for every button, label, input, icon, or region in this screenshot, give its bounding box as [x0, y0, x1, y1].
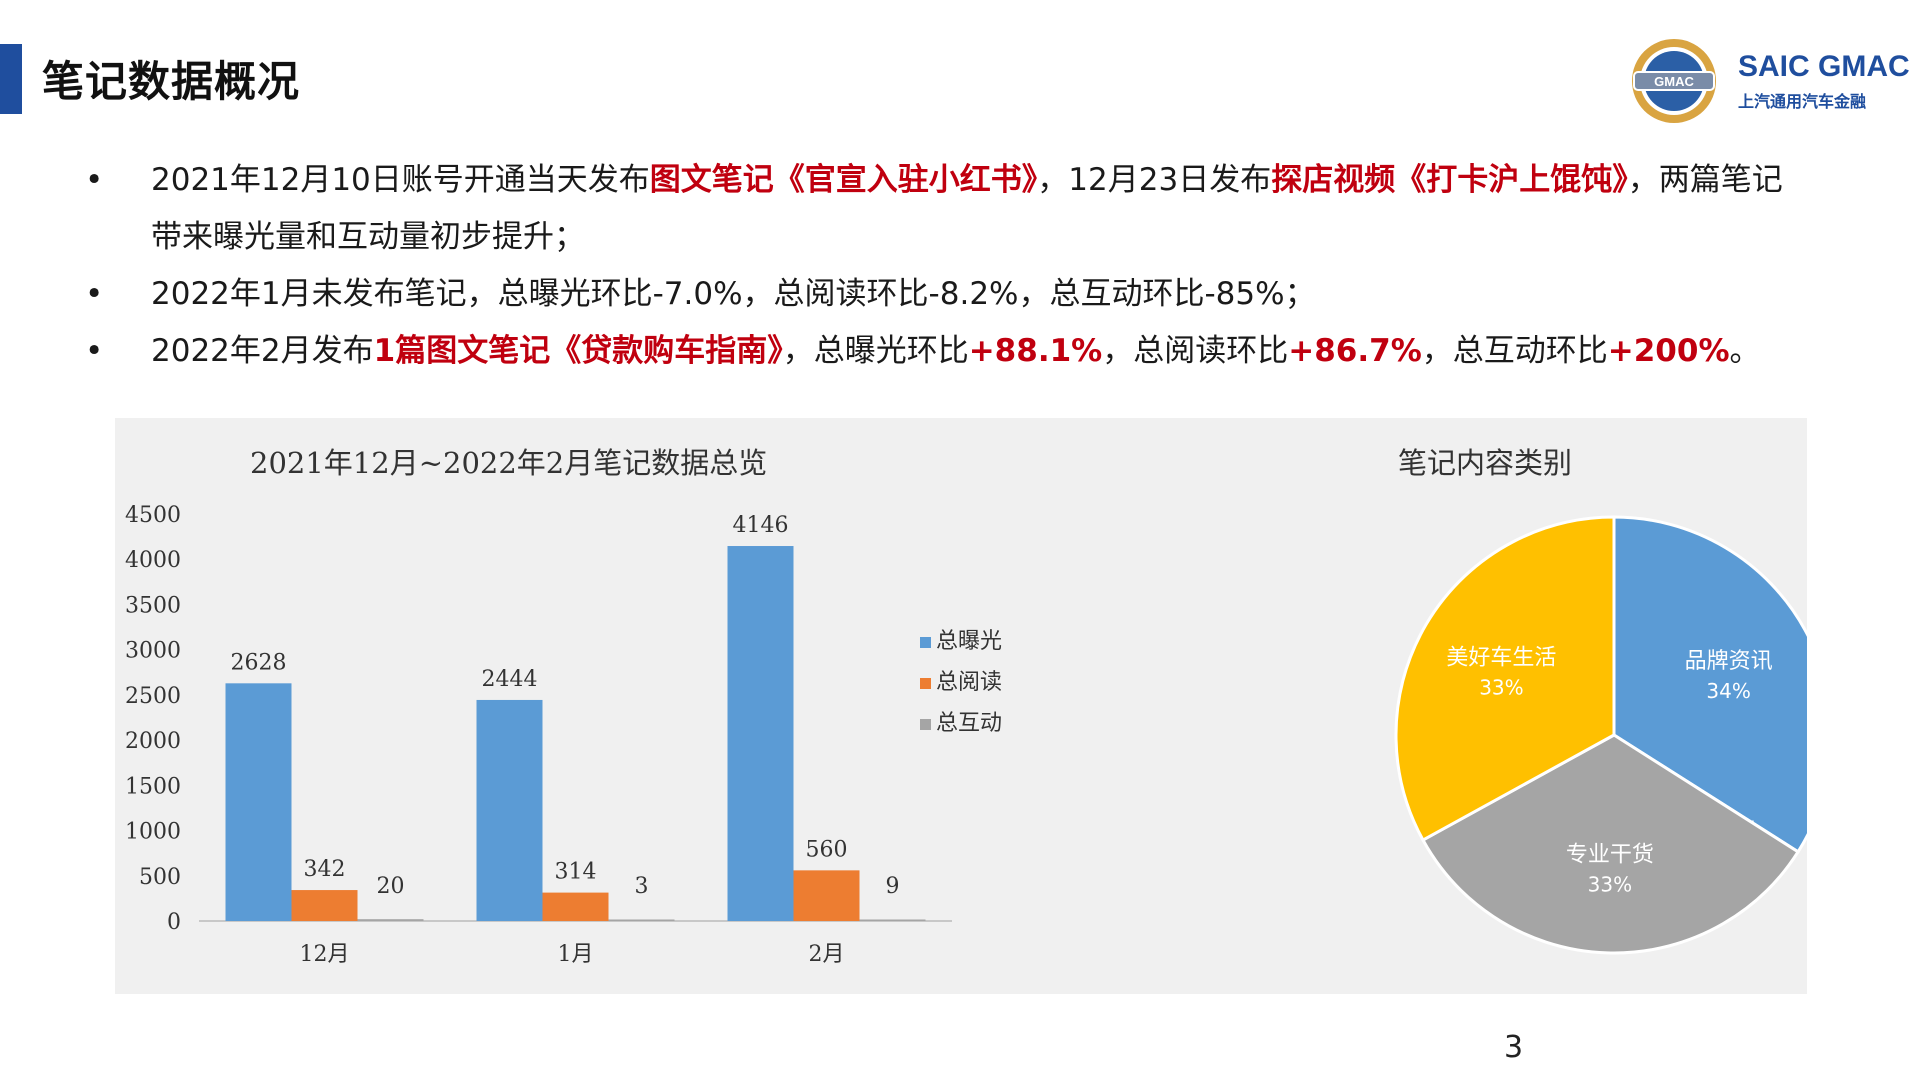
pie-slice-品牌资讯 — [1612, 515, 1807, 854]
y-tick-label: 3500 — [125, 593, 181, 618]
data-label: 3 — [635, 874, 649, 899]
bullet-item: • 2021年12月10日账号开通当天发布图文笔记《官宣入驻小红书》，12月23日… — [85, 152, 1805, 266]
y-tick-label: 4500 — [125, 503, 181, 528]
bullet-list: • 2021年12月10日账号开通当天发布图文笔记《官宣入驻小红书》，12月23日… — [85, 152, 1805, 380]
data-label: 20 — [377, 874, 405, 899]
highlight-text: +86.7% — [1288, 333, 1422, 369]
brand-logo: GMAC SAIC GMAC 上汽通用汽车金融 — [1626, 36, 1910, 126]
highlight-text: 1篇图文笔记《贷款购车指南》 — [373, 333, 783, 369]
y-tick-label: 3000 — [125, 639, 181, 664]
y-tick-label: 2000 — [125, 729, 181, 754]
data-label: 314 — [555, 860, 597, 885]
data-label: 2628 — [231, 650, 287, 675]
bullet-text: ，总互动环比 — [1421, 333, 1608, 369]
highlight-text: +88.1% — [968, 333, 1103, 369]
bar-总曝光 — [476, 699, 543, 921]
bullet-dot-icon: • — [85, 333, 104, 369]
pie-label: 品牌资讯 — [1685, 649, 1773, 674]
bullet-text: 。 — [1729, 333, 1761, 369]
data-label: 342 — [304, 857, 346, 882]
pie-slice-美好车生活 — [1394, 515, 1616, 843]
data-label: 9 — [886, 874, 900, 899]
page-number: 3 — [1504, 1030, 1524, 1065]
pie-label: 美好车生活 — [1446, 645, 1556, 670]
bullet-text: ，12月23日发布 — [1037, 162, 1272, 198]
bullet-dot-icon: • — [85, 276, 104, 312]
bar-总阅读 — [542, 892, 609, 921]
bullet-text: 2022年1月未发布笔记，总曝光环比-7.0%，总阅读环比-8.2%，总互动环比… — [151, 276, 1316, 312]
bullet-text: 2022年2月发布 — [151, 333, 374, 369]
bullet-item: • 2022年2月发布1篇图文笔记《贷款购车指南》，总曝光环比+88.1%，总阅读… — [85, 323, 1805, 380]
legend-label: 总阅读 — [936, 670, 1002, 695]
brand-name-en: SAIC GMAC — [1738, 50, 1910, 83]
bullet-item: • 2022年1月未发布笔记，总曝光环比-7.0%，总阅读环比-8.2%，总互动环… — [85, 266, 1805, 323]
x-tick-label: 1月 — [558, 942, 594, 967]
highlight-text: 图文笔记《官宣入驻小红书》 — [649, 162, 1038, 198]
bar-总曝光 — [727, 546, 794, 921]
pie-percent: 34% — [1706, 679, 1750, 703]
legend-swatch — [920, 719, 931, 730]
svg-text:GMAC: GMAC — [1654, 74, 1694, 89]
highlight-text: 探店视频《打卡沪上馄饨》 — [1271, 162, 1628, 198]
legend-label: 总曝光 — [936, 629, 1002, 654]
y-tick-label: 1500 — [125, 774, 181, 799]
bullet-dot-icon: • — [85, 162, 104, 198]
bullet-text: ，总阅读环比 — [1102, 333, 1289, 369]
legend-swatch — [920, 678, 931, 689]
y-tick-label: 1000 — [125, 820, 181, 845]
bar-总互动 — [608, 919, 675, 921]
pie-chart-title: 笔记内容类别 — [1398, 446, 1573, 480]
bullet-text: ，两篇笔记带来曝光量和互动量初步提升； — [151, 162, 1783, 255]
bar-总曝光 — [225, 683, 292, 921]
bar-总阅读 — [291, 890, 358, 921]
y-tick-label: 4000 — [125, 548, 181, 573]
bar-总阅读 — [793, 870, 860, 921]
gmac-emblem-icon: GMAC — [1632, 39, 1716, 123]
x-tick-label: 12月 — [300, 942, 350, 967]
bullet-text: ，总曝光环比 — [782, 333, 969, 369]
x-tick-label: 2月 — [809, 942, 845, 967]
pie-percent: 33% — [1588, 873, 1632, 897]
y-tick-label: 0 — [167, 910, 181, 935]
title-accent-bar — [0, 44, 22, 114]
data-label: 560 — [806, 837, 848, 862]
y-tick-label: 2500 — [125, 684, 181, 709]
y-tick-label: 500 — [139, 865, 181, 890]
pie-label: 专业干货 — [1566, 843, 1654, 868]
pie-percent: 33% — [1479, 675, 1523, 699]
brand-name-cn: 上汽通用汽车金融 — [1738, 92, 1867, 111]
legend-label: 总互动 — [936, 711, 1002, 736]
page-title: 笔记数据概况 — [42, 57, 301, 106]
data-label: 4146 — [733, 513, 789, 538]
bar-chart-title: 2021年12月~2022年2月笔记数据总览 — [250, 446, 768, 480]
bar-chart: 0 500 1000 1500 2000 2500 3000 3500 4000 4500 2628… — [125, 503, 1002, 967]
charts-panel: 2021年12月~2022年2月笔记数据总览 笔记内容类别 0 500 1000 15… — [115, 418, 1807, 994]
legend-swatch — [920, 637, 931, 648]
bullet-text: 2021年12月10日账号开通当天发布 — [151, 162, 650, 198]
highlight-text: +200% — [1607, 333, 1730, 369]
bar-总互动 — [357, 919, 424, 921]
data-label: 2444 — [482, 667, 538, 692]
bar-总互动 — [859, 919, 926, 921]
